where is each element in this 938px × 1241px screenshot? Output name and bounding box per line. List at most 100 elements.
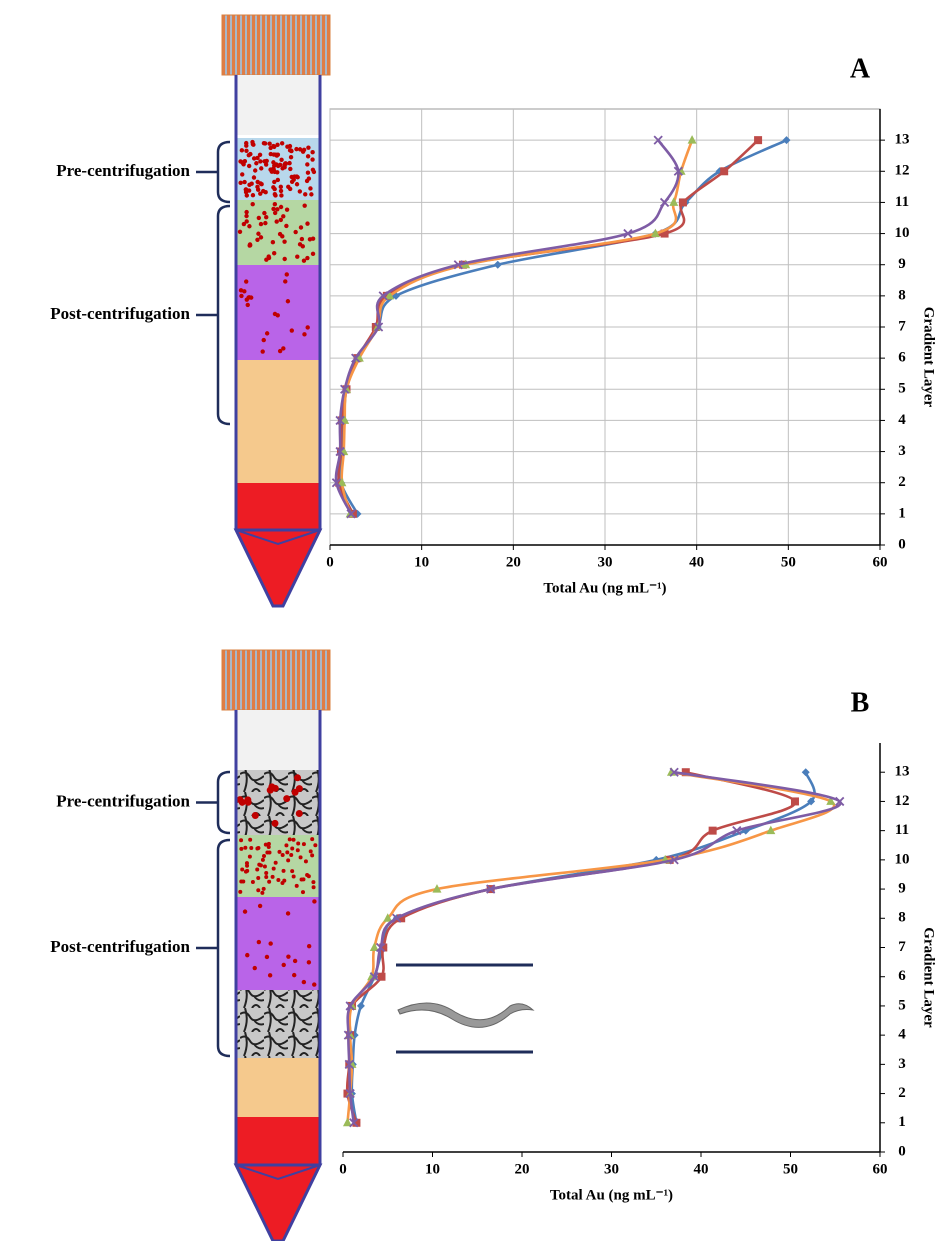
particle xyxy=(270,240,276,245)
marker xyxy=(345,1088,355,1099)
marker xyxy=(346,509,356,519)
particle xyxy=(264,875,269,880)
particle xyxy=(262,141,268,146)
particle xyxy=(298,225,304,230)
particle xyxy=(243,845,248,850)
panel-label: B xyxy=(851,687,870,718)
particle xyxy=(283,279,288,284)
x-tick-label: 60 xyxy=(873,554,888,570)
particle xyxy=(247,182,252,188)
x-tick-label: 30 xyxy=(604,1161,619,1177)
particle xyxy=(268,151,273,157)
particle xyxy=(275,142,280,148)
particle xyxy=(310,251,316,257)
particle xyxy=(264,257,269,262)
particle xyxy=(256,939,262,945)
particle xyxy=(253,168,258,173)
particle xyxy=(289,328,295,333)
tube-diagrams: Pre-centrifugation Post-centrifugation Pre… xyxy=(50,14,331,1241)
particle xyxy=(311,880,316,885)
particle xyxy=(284,843,289,848)
particle xyxy=(249,846,254,851)
diagram-label: Pre-centrifugation xyxy=(56,161,190,180)
panel-label: A xyxy=(850,53,871,84)
bracket xyxy=(196,770,231,835)
marker xyxy=(708,826,717,835)
marker xyxy=(348,509,357,518)
y-axis-title: Gradient Layer xyxy=(921,927,937,1028)
particle xyxy=(294,146,299,152)
particle xyxy=(277,348,283,354)
particle xyxy=(257,903,263,909)
particle xyxy=(310,157,315,162)
particle xyxy=(271,206,276,212)
tube-outline xyxy=(234,710,322,1165)
particle xyxy=(254,161,259,166)
plot-area xyxy=(343,743,880,1152)
particle xyxy=(244,148,249,154)
particle xyxy=(255,867,260,872)
particle xyxy=(299,236,305,242)
particle xyxy=(293,229,298,235)
particle xyxy=(288,154,294,160)
y-tick-label: 2 xyxy=(898,1085,906,1101)
particle xyxy=(273,193,278,198)
particle xyxy=(266,841,271,846)
particle xyxy=(240,172,245,177)
x-tick-label: 60 xyxy=(873,1161,888,1177)
marker xyxy=(343,1030,354,1040)
marker xyxy=(790,797,799,806)
particle xyxy=(262,210,267,216)
y-tick-label: 9 xyxy=(898,256,906,272)
particle xyxy=(308,186,313,191)
y-tick-label: 7 xyxy=(898,318,906,334)
marker xyxy=(397,914,406,923)
marker xyxy=(669,197,679,206)
tube-layer xyxy=(236,1117,320,1165)
particle xyxy=(240,160,245,166)
particle xyxy=(264,215,269,220)
tube-layer xyxy=(236,265,320,360)
particle xyxy=(261,886,266,891)
y-tick-label: 13 xyxy=(895,764,910,780)
particle xyxy=(310,167,316,172)
particle xyxy=(302,332,307,337)
particle xyxy=(239,293,244,299)
marker xyxy=(835,796,845,807)
particle xyxy=(256,231,261,236)
particle xyxy=(292,972,297,978)
bracket xyxy=(196,838,231,1058)
particle xyxy=(273,860,278,865)
particle xyxy=(287,837,292,842)
particle xyxy=(260,857,265,862)
marker xyxy=(352,1118,361,1127)
particle xyxy=(301,258,307,263)
particle xyxy=(306,943,312,949)
particle xyxy=(241,879,246,884)
particle xyxy=(310,853,315,858)
marker xyxy=(678,198,687,207)
particle xyxy=(291,874,296,879)
particle xyxy=(280,852,285,857)
particle xyxy=(256,845,261,850)
particle xyxy=(255,155,260,161)
particle xyxy=(259,166,264,171)
particle xyxy=(290,869,295,874)
particle xyxy=(280,881,285,886)
particle xyxy=(272,202,278,207)
particle xyxy=(284,207,290,212)
particle xyxy=(239,838,244,843)
particle xyxy=(296,841,301,846)
marker xyxy=(493,260,502,269)
particle xyxy=(257,152,263,157)
particle xyxy=(289,852,294,857)
y-tick-label: 5 xyxy=(898,997,906,1013)
particle xyxy=(284,223,289,229)
particle xyxy=(239,846,244,851)
marker xyxy=(331,478,342,488)
particle xyxy=(251,156,257,161)
particle xyxy=(250,193,256,198)
particle xyxy=(272,210,278,216)
marker xyxy=(337,416,346,425)
particle xyxy=(247,854,252,859)
